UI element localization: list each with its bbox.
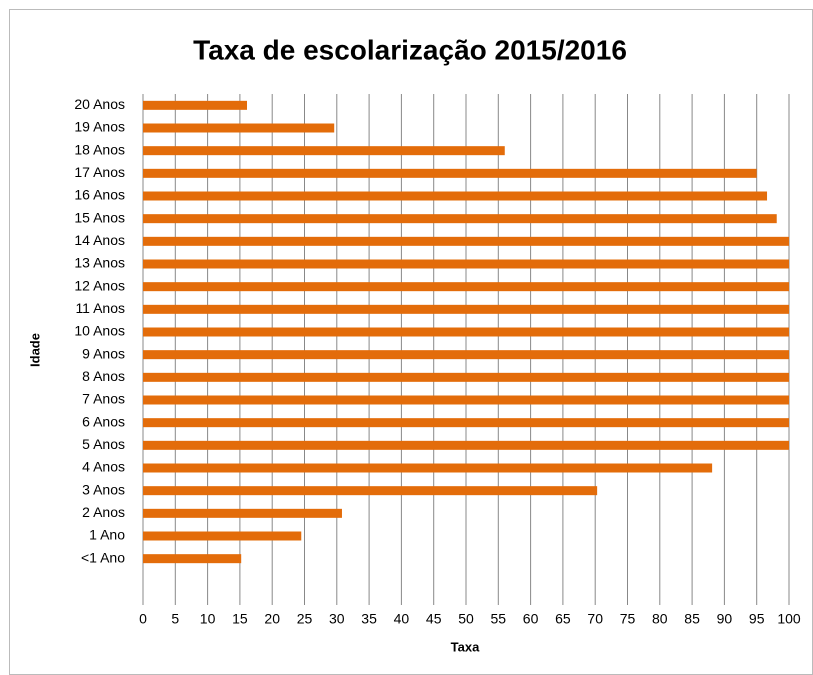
bar <box>143 236 789 246</box>
y-tick-label: 7 Anos <box>82 391 125 407</box>
x-tick-label: 55 <box>491 611 507 627</box>
bar <box>143 191 768 201</box>
y-tick-label: 10 Anos <box>74 323 125 339</box>
bar <box>143 304 789 314</box>
bar <box>143 486 598 496</box>
x-tick-label: 30 <box>329 611 345 627</box>
y-tick-label: 11 Anos <box>75 300 125 316</box>
bar <box>143 418 789 428</box>
x-tick-label: 75 <box>620 611 636 627</box>
bar <box>143 554 242 564</box>
bar <box>143 214 777 224</box>
y-tick-label: 6 Anos <box>82 413 125 429</box>
x-tick-label: 0 <box>139 611 147 627</box>
y-tick-label: 15 Anos <box>74 209 125 225</box>
y-tick-label: 9 Anos <box>82 345 125 361</box>
y-tick-label: 14 Anos <box>74 232 125 248</box>
x-tick-label: 95 <box>749 611 765 627</box>
y-tick-label: <1 Ano <box>81 549 125 565</box>
y-tick-label: 2 Anos <box>82 504 125 520</box>
x-tick-label: 70 <box>587 611 603 627</box>
y-tick-label: 19 Anos <box>74 119 125 135</box>
bar <box>143 327 789 337</box>
x-tick-label: 35 <box>361 611 377 627</box>
y-axis-title: Idade <box>27 333 42 367</box>
y-tick-label: 1 Ano <box>89 527 125 543</box>
x-tick-label: 65 <box>555 611 571 627</box>
bar <box>143 395 789 405</box>
y-tick-label: 5 Anos <box>82 436 125 452</box>
y-tick-label: 20 Anos <box>74 96 125 112</box>
bar <box>143 100 248 110</box>
x-tick-label: 80 <box>652 611 668 627</box>
bar <box>143 350 789 360</box>
y-tick-label: 3 Anos <box>82 481 125 497</box>
x-tick-label: 20 <box>264 611 280 627</box>
y-tick-label: 18 Anos <box>74 141 125 157</box>
x-tick-label: 45 <box>426 611 442 627</box>
y-tick-label: 12 Anos <box>74 277 125 293</box>
bar <box>143 123 335 133</box>
bar <box>143 146 505 156</box>
x-tick-label: 5 <box>171 611 179 627</box>
chart-title: Taxa de escolarização 2015/2016 <box>193 34 627 65</box>
x-tick-label: 85 <box>684 611 700 627</box>
y-tick-label: 8 Anos <box>82 368 125 384</box>
x-axis-title: Taxa <box>451 639 480 654</box>
x-tick-label: 90 <box>717 611 733 627</box>
x-tick-label: 100 <box>777 611 801 627</box>
bar <box>143 440 789 450</box>
bar <box>143 282 789 292</box>
bar <box>143 531 302 541</box>
bar <box>143 168 757 178</box>
y-tick-label: 13 Anos <box>74 255 125 271</box>
x-tick-label: 50 <box>458 611 474 627</box>
bar <box>143 372 789 382</box>
bar <box>143 508 342 518</box>
bar <box>143 463 713 473</box>
x-tick-label: 40 <box>394 611 410 627</box>
x-tick-label: 60 <box>523 611 539 627</box>
y-tick-label: 16 Anos <box>74 187 125 203</box>
x-tick-label: 15 <box>232 611 248 627</box>
x-tick-label: 25 <box>297 611 313 627</box>
x-tick-label: 10 <box>200 611 216 627</box>
y-tick-label: 17 Anos <box>74 164 125 180</box>
y-tick-label: 4 Anos <box>82 459 125 475</box>
bar <box>143 259 789 269</box>
